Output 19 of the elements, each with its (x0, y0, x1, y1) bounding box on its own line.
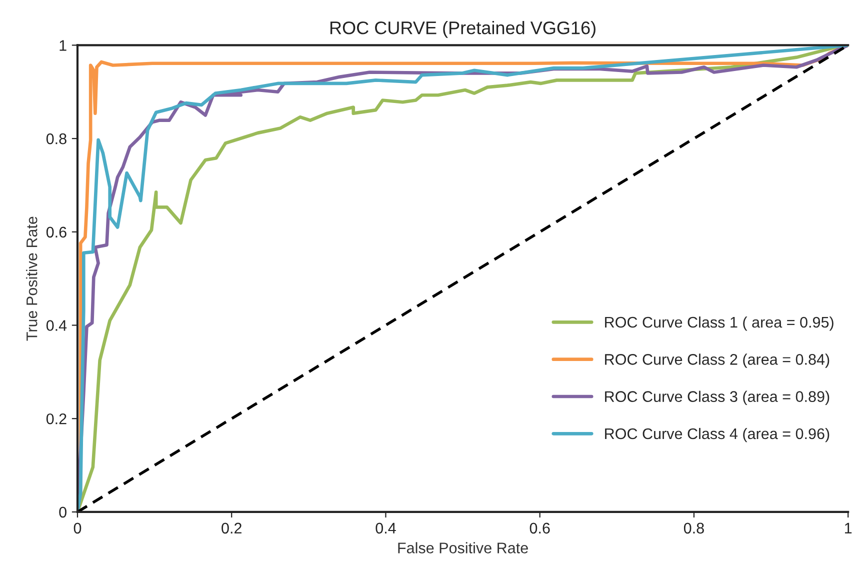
legend-label: ROC Curve Class 2 (area = 0.84) (605, 354, 830, 368)
y-tick-label: 0.4 (46, 320, 67, 331)
x-tick-label: 0.6 (530, 522, 550, 534)
x-axis-title: False Positive Rate (398, 542, 528, 554)
y-tick-label: 0.2 (46, 413, 66, 424)
x-tick-label: 0.2 (222, 522, 242, 534)
y-tick-label: 0 (59, 506, 66, 518)
y-tick-label: 1 (60, 40, 66, 51)
y-tick-label: 0.8 (46, 133, 66, 144)
legend-label: ROC Curve Class 3 (area = 0.89) (605, 390, 830, 406)
legend-label: ROC Curve Class 4 (area = 0.96) (605, 428, 830, 442)
y-tick-label: 0.6 (46, 226, 66, 238)
chart-title: ROC CURVE (Pretained VGG16) (330, 20, 596, 38)
x-tick-label: 0 (74, 522, 82, 534)
y-axis-title: True Positive Rate (26, 216, 38, 341)
x-tick-label: 0.8 (684, 522, 704, 534)
x-tick-label: 1 (845, 522, 852, 534)
x-tick-label: 0.4 (376, 522, 396, 534)
legend-label: ROC Curve Class 1 ( area = 0.95) (605, 316, 834, 331)
